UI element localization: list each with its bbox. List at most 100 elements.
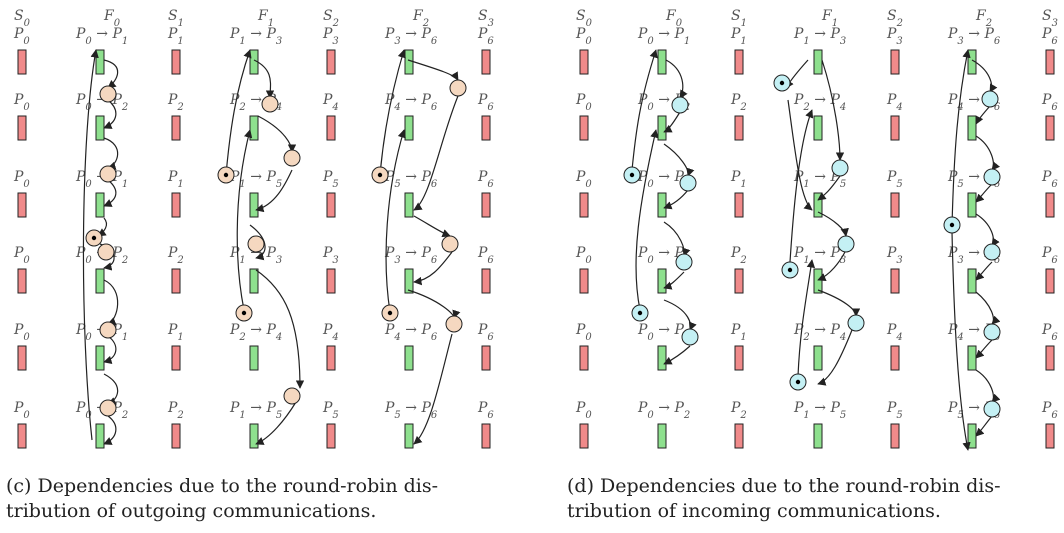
caption-c-line-1: (c) Dependencies due to the round-robin … xyxy=(6,475,438,497)
source-box xyxy=(579,192,589,218)
state-label-5-2: P2 xyxy=(730,400,747,421)
dependency-node xyxy=(847,314,865,332)
flow-label-3-3: P1 → P3 xyxy=(793,245,846,266)
dependency-arrow xyxy=(975,261,993,281)
flow-box xyxy=(95,49,105,75)
dependency-arrow xyxy=(975,135,1000,171)
flow-box xyxy=(249,345,259,371)
column-header-f2: F2 xyxy=(975,8,992,29)
state-label-5-4: P5 xyxy=(322,400,339,421)
dependency-arrow xyxy=(385,129,406,313)
node-dot xyxy=(377,172,383,178)
flow-box xyxy=(95,115,105,141)
flow-label-2-3: P1 → P5 xyxy=(793,169,846,190)
dependency-node xyxy=(99,85,117,103)
column-header-f2: F2 xyxy=(412,8,429,29)
dependency-node xyxy=(981,90,999,108)
state-label-1-2: P2 xyxy=(167,92,184,113)
flow-box xyxy=(813,268,823,294)
dependency-node xyxy=(99,165,117,183)
state-label-1-4: P4 xyxy=(886,92,903,113)
state-label-0-0: P0 xyxy=(13,26,30,47)
source-box xyxy=(890,268,900,294)
dependency-arrow xyxy=(665,59,688,99)
flow-box xyxy=(249,268,259,294)
dependency-arrow xyxy=(631,49,658,171)
dependency-arrow xyxy=(379,49,406,176)
dependency-arrow xyxy=(255,169,293,213)
source-box xyxy=(890,345,900,371)
source-box xyxy=(17,49,27,75)
source-box xyxy=(326,192,336,218)
dependency-arrow xyxy=(975,183,993,203)
dependency-arrow xyxy=(407,59,459,81)
state-label-5-2: P2 xyxy=(167,400,184,421)
dependency-arrow xyxy=(103,99,117,129)
flow-label-0-1: P0 → P1 xyxy=(75,26,128,47)
dependency-arrow xyxy=(225,49,252,176)
state-label-5-4: P5 xyxy=(886,400,903,421)
state-label-3-0: P0 xyxy=(575,245,592,266)
state-label-3-2: P2 xyxy=(730,245,747,266)
dependency-node xyxy=(97,243,115,261)
flow-box xyxy=(404,49,414,75)
dependency-arrow xyxy=(413,215,451,238)
state-label-2-0: P0 xyxy=(575,169,592,190)
dependency-arrow xyxy=(817,249,847,281)
source-box xyxy=(171,268,181,294)
dependency-arrow xyxy=(249,224,266,261)
flow-box xyxy=(813,423,823,449)
dependency-arrow xyxy=(413,333,453,445)
state-label-0-2: P1 xyxy=(167,26,184,47)
column-header-s1: S1 xyxy=(168,8,184,29)
flow-box xyxy=(95,423,105,449)
dependency-node xyxy=(681,328,699,346)
flow-label-2-5: P5 → P6 xyxy=(384,169,438,190)
node-dot xyxy=(637,310,643,316)
source-box xyxy=(326,115,336,141)
flow-label-1-3: P2 → P4 xyxy=(793,92,846,113)
source-box xyxy=(734,345,744,371)
flow-label-4-3: P2 → P4 xyxy=(229,322,282,343)
state-label-1-4: P4 xyxy=(322,92,339,113)
state-label-3-2: P2 xyxy=(167,245,184,266)
state-label-5-6: P6 xyxy=(1041,400,1058,421)
flow-box xyxy=(249,192,259,218)
flow-label-3-5: P3 → P6 xyxy=(384,245,438,266)
state-label-0-0: P0 xyxy=(575,26,592,47)
source-box xyxy=(734,268,744,294)
state-label-3-0: P0 xyxy=(13,245,30,266)
column-header-s2: S2 xyxy=(323,8,339,29)
dependency-arrow xyxy=(789,109,814,263)
dependency-arrow xyxy=(663,111,681,133)
source-box xyxy=(734,192,744,218)
dependency-arrow xyxy=(413,95,459,211)
state-label-2-4: P5 xyxy=(322,169,339,190)
flow-label-0-1: P0 → P1 xyxy=(637,26,690,47)
dependency-arrow xyxy=(951,231,971,451)
state-label-0-6: P6 xyxy=(477,26,494,47)
node-dot xyxy=(787,267,793,273)
flow-box xyxy=(657,345,667,371)
flow-box xyxy=(404,345,414,371)
source-box xyxy=(481,268,491,294)
state-label-3-4: P3 xyxy=(322,245,339,266)
state-label-2-4: P5 xyxy=(886,169,903,190)
source-box xyxy=(1045,423,1055,449)
dependency-node xyxy=(983,323,1001,341)
flow-label-5-5: P5 → P6 xyxy=(384,400,438,421)
flow-label-0-3: P1 → P3 xyxy=(229,26,282,47)
dependency-arrow xyxy=(236,129,253,311)
source-box xyxy=(890,423,900,449)
state-label-2-6: P6 xyxy=(1041,169,1058,190)
source-box xyxy=(17,115,27,141)
flow-box xyxy=(404,423,414,449)
flow-label-0-3: P1 → P3 xyxy=(793,26,846,47)
flow-box xyxy=(95,345,105,371)
source-box xyxy=(326,49,336,75)
caption-c: (c) Dependencies due to the round-robin … xyxy=(6,474,526,524)
dependency-arrow xyxy=(663,143,695,177)
flow-label-2-3: P1 → P5 xyxy=(229,169,282,190)
flow-label-0-5: P3 → P6 xyxy=(384,26,438,47)
dependency-arrow xyxy=(971,59,998,93)
